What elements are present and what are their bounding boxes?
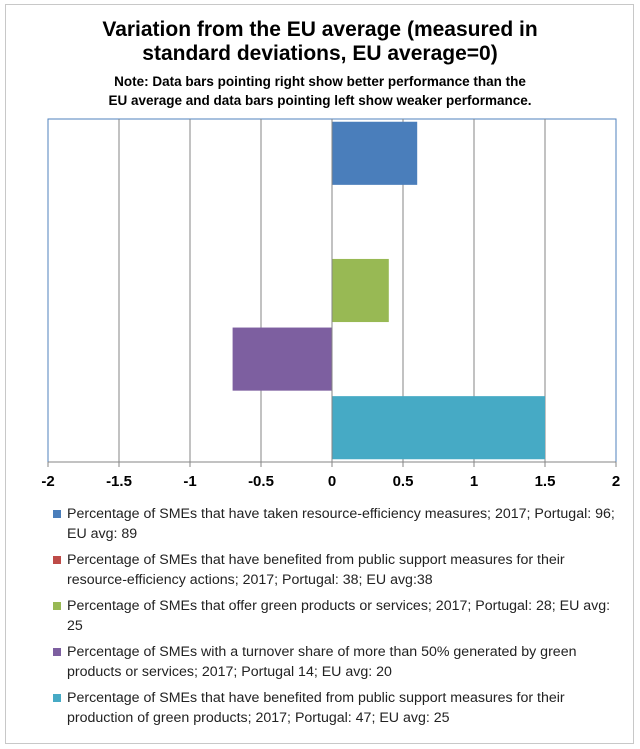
- bar-3: [232, 327, 332, 391]
- legend-item-4: Percentage of SMEs that have benefited f…: [53, 688, 623, 728]
- legend-label-3: Percentage of SMEs with a turnover share…: [67, 644, 577, 680]
- x-tick-label-7: 1.5: [535, 473, 556, 490]
- legend-item-2: Percentage of SMEs that offer green prod…: [53, 596, 623, 636]
- legend-label-4: Percentage of SMEs that have benefited f…: [67, 690, 565, 726]
- x-tick-label-1: -1.5: [106, 473, 132, 490]
- chart-plot: -2 -1.5 -1 -0.5 0 0.5 1 1.5 2: [41, 118, 620, 490]
- x-tick-label-3: -0.5: [248, 473, 274, 490]
- legend-item-1: Percentage of SMEs that have benefited f…: [53, 550, 623, 590]
- chart-title-line-2: standard deviations, EU average=0): [142, 42, 498, 65]
- legend-swatch-0: [53, 510, 61, 518]
- legend-label-2: Percentage of SMEs that offer green prod…: [67, 598, 611, 634]
- legend-swatch-3: [53, 648, 61, 656]
- legend-item-0: Percentage of SMEs that have taken resou…: [53, 504, 623, 544]
- x-tick-label-2: -1: [183, 473, 196, 490]
- bar-0: [332, 121, 418, 185]
- bar-2: [332, 258, 389, 323]
- chart-legend: Percentage of SMEs that have taken resou…: [53, 504, 623, 734]
- legend-swatch-1: [53, 556, 61, 564]
- chart-title-line-1: Variation from the EU average (measured …: [102, 18, 538, 41]
- bar-4: [332, 396, 545, 460]
- chart-note-line-2: EU average and data bars pointing left s…: [108, 93, 532, 108]
- legend-label-0: Percentage of SMEs that have taken resou…: [67, 506, 615, 542]
- chart-note-line-1: Note: Data bars pointing right show bett…: [114, 74, 526, 89]
- x-tick-label-8: 2: [612, 473, 620, 490]
- legend-item-3: Percentage of SMEs with a turnover share…: [53, 642, 623, 682]
- legend-swatch-2: [53, 602, 61, 610]
- x-tick-label-6: 1: [470, 473, 478, 490]
- x-tick-label-5: 0.5: [393, 473, 414, 490]
- x-tick-label-4: 0: [328, 473, 336, 490]
- legend-label-1: Percentage of SMEs that have benefited f…: [67, 552, 565, 588]
- x-tick-label-0: -2: [41, 473, 54, 490]
- legend-swatch-4: [53, 694, 61, 702]
